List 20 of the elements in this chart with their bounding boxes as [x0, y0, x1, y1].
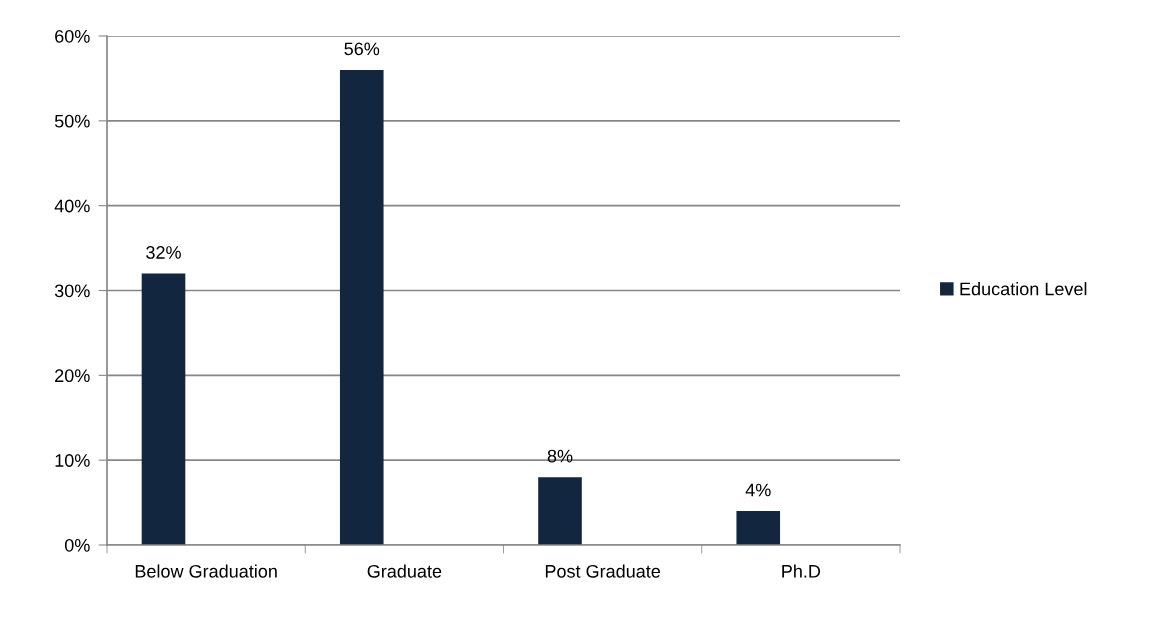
- data-label: 32%: [146, 246, 181, 259]
- legend-label: Education Level: [960, 282, 1087, 296]
- x-tick-label: Ph.D: [782, 564, 821, 578]
- bar: [339, 69, 384, 545]
- bar: [141, 273, 186, 545]
- y-tick-label: 30%: [54, 284, 90, 298]
- data-label: 56%: [344, 42, 380, 56]
- x-tick-label: Post Graduate: [545, 564, 661, 578]
- y-tick-label: 60%: [55, 29, 90, 43]
- y-tick-label: 20%: [55, 369, 90, 383]
- data-label: 8%: [547, 449, 573, 463]
- y-tick-label: 10%: [55, 454, 90, 467]
- bar: [538, 477, 582, 545]
- y-tick-label: 40%: [54, 199, 90, 213]
- x-tick-label: Graduate: [367, 564, 442, 578]
- y-tick-label: 0%: [64, 538, 90, 552]
- y-tick-label: 50%: [54, 114, 90, 128]
- bar: [736, 511, 781, 545]
- data-label: 4%: [745, 483, 771, 497]
- x-tick-label: Below Graduation: [135, 564, 277, 578]
